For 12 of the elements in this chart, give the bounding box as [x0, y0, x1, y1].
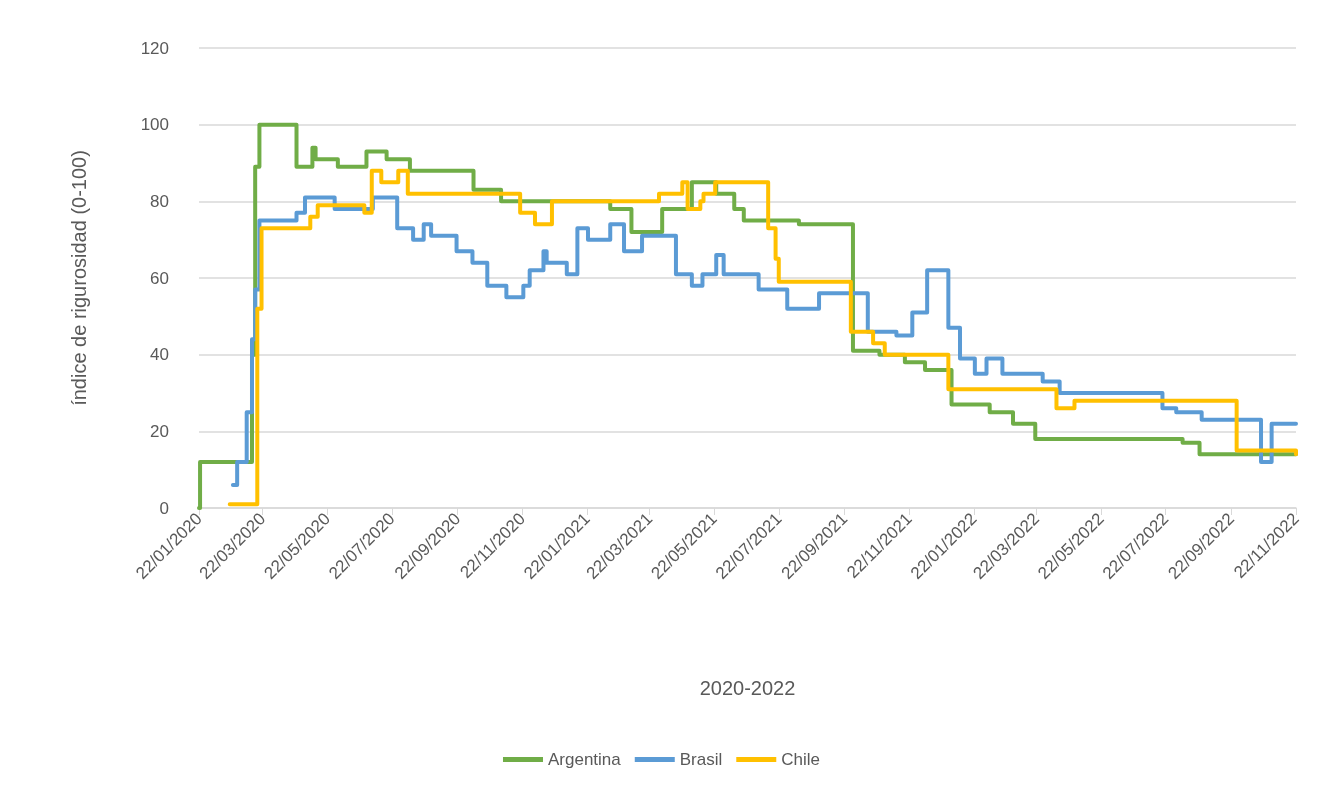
y-tick-label: 40 — [150, 345, 169, 365]
y-tick-label: 0 — [159, 498, 169, 518]
legend-label: Chile — [781, 750, 821, 769]
y-tick-label: 100 — [140, 115, 169, 135]
y-tick-label: 120 — [140, 38, 169, 58]
legend-label: Argentina — [547, 750, 622, 769]
y-tick-label: 60 — [150, 268, 169, 288]
y-tick-label: 80 — [150, 191, 169, 211]
legend-label: Brasil — [679, 750, 723, 769]
y-axis-title: índice de rigurosidad (0-100) — [68, 150, 90, 406]
x-axis-title: 2020-2022 — [699, 677, 796, 699]
y-tick-label: 20 — [150, 421, 169, 441]
